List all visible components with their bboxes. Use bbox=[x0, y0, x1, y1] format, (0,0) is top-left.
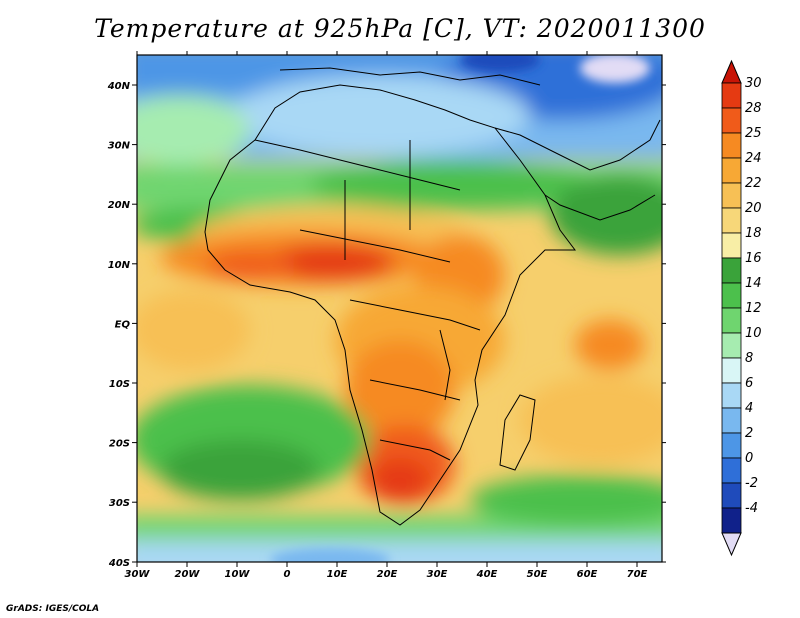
colorbar-swatch bbox=[721, 182, 742, 209]
colorbar-label: 25 bbox=[745, 126, 762, 141]
colorbar-bottom-triangle bbox=[721, 532, 742, 557]
coastlines bbox=[204, 67, 661, 526]
colorbar-swatch bbox=[721, 407, 742, 434]
x-tick-label: 20W bbox=[175, 569, 201, 580]
colorbar-label: 24 bbox=[745, 151, 762, 166]
colorbar-swatch bbox=[721, 257, 742, 284]
colorbar-swatch bbox=[721, 332, 742, 359]
colorbar-label: 20 bbox=[745, 201, 762, 216]
y-axis: 40N 30N 20N 10N EQ 10S 20S 30S 40S bbox=[107, 81, 666, 569]
colorbar-swatch bbox=[721, 207, 742, 234]
colorbar-swatch bbox=[721, 282, 742, 309]
y-tick-label: 30S bbox=[109, 498, 130, 509]
colorbar-label: 22 bbox=[745, 176, 762, 191]
colorbar-swatch bbox=[721, 82, 742, 109]
x-tick-label: 10E bbox=[327, 569, 348, 580]
colorbar-swatch bbox=[721, 457, 742, 484]
y-tick-label: 30N bbox=[108, 141, 131, 152]
colorbar-label: -4 bbox=[745, 501, 758, 516]
x-tick-label: 40E bbox=[476, 569, 498, 580]
temperature-field bbox=[137, 55, 662, 562]
colorbar-top-triangle bbox=[721, 59, 742, 84]
colorbar-swatch bbox=[721, 307, 742, 334]
colorbar-label: 10 bbox=[745, 326, 762, 341]
x-tick-label: 70E bbox=[627, 569, 648, 580]
colorbar-label: 18 bbox=[745, 226, 762, 241]
y-tick-label: 10N bbox=[108, 260, 131, 271]
plot-frame bbox=[136, 54, 663, 563]
x-tick-label: 60E bbox=[577, 569, 598, 580]
y-tick-label: 20N bbox=[108, 200, 131, 211]
y-tick-label: 10S bbox=[109, 379, 130, 390]
colorbar-label: 28 bbox=[745, 101, 762, 116]
x-axis: 30W 20W 10W 0 10E 20E 30E 40E 50E 60E 70E bbox=[125, 51, 648, 580]
colorbar-swatch bbox=[721, 357, 742, 384]
colorbar-label: 30 bbox=[745, 76, 762, 91]
colorbar-label: 2 bbox=[745, 426, 753, 441]
colorbar-label: 16 bbox=[745, 251, 762, 266]
x-tick-label: 20E bbox=[377, 569, 398, 580]
x-tick-label: 50E bbox=[527, 569, 548, 580]
y-tick-label: 40S bbox=[108, 558, 130, 569]
madagascar-outline bbox=[499, 394, 536, 471]
colorbar-swatch bbox=[721, 482, 742, 509]
x-tick-label: 0 bbox=[284, 569, 291, 580]
y-tick-label: EQ bbox=[115, 319, 131, 330]
colorbar-swatch bbox=[721, 232, 742, 259]
colorbar-swatch bbox=[721, 432, 742, 459]
chart-title: Temperature at 925hPa [C], VT: 202001130… bbox=[94, 14, 706, 43]
y-tick-label: 20S bbox=[109, 439, 130, 450]
grads-credit: GrADS: IGES/COLA bbox=[6, 604, 100, 614]
colorbar-label: -2 bbox=[745, 476, 758, 491]
colorbar-swatch bbox=[721, 132, 742, 159]
x-tick-label: 30E bbox=[427, 569, 448, 580]
x-tick-label: 10W bbox=[225, 569, 251, 580]
colorbar-label: 14 bbox=[745, 276, 762, 291]
colorbar-label: 0 bbox=[745, 451, 753, 466]
colorbar-swatch bbox=[721, 382, 742, 409]
colorbar-label: 8 bbox=[745, 351, 753, 366]
x-tick-label: 30W bbox=[125, 569, 151, 580]
y-tick-label: 40N bbox=[107, 81, 131, 92]
colorbar-swatch bbox=[721, 107, 742, 134]
colorbar-swatch bbox=[721, 507, 742, 534]
colorbar-label: 4 bbox=[745, 401, 753, 416]
colorbar-swatch bbox=[721, 157, 742, 184]
colorbar-label: 6 bbox=[745, 376, 753, 391]
colorbar-label: 12 bbox=[745, 301, 762, 316]
